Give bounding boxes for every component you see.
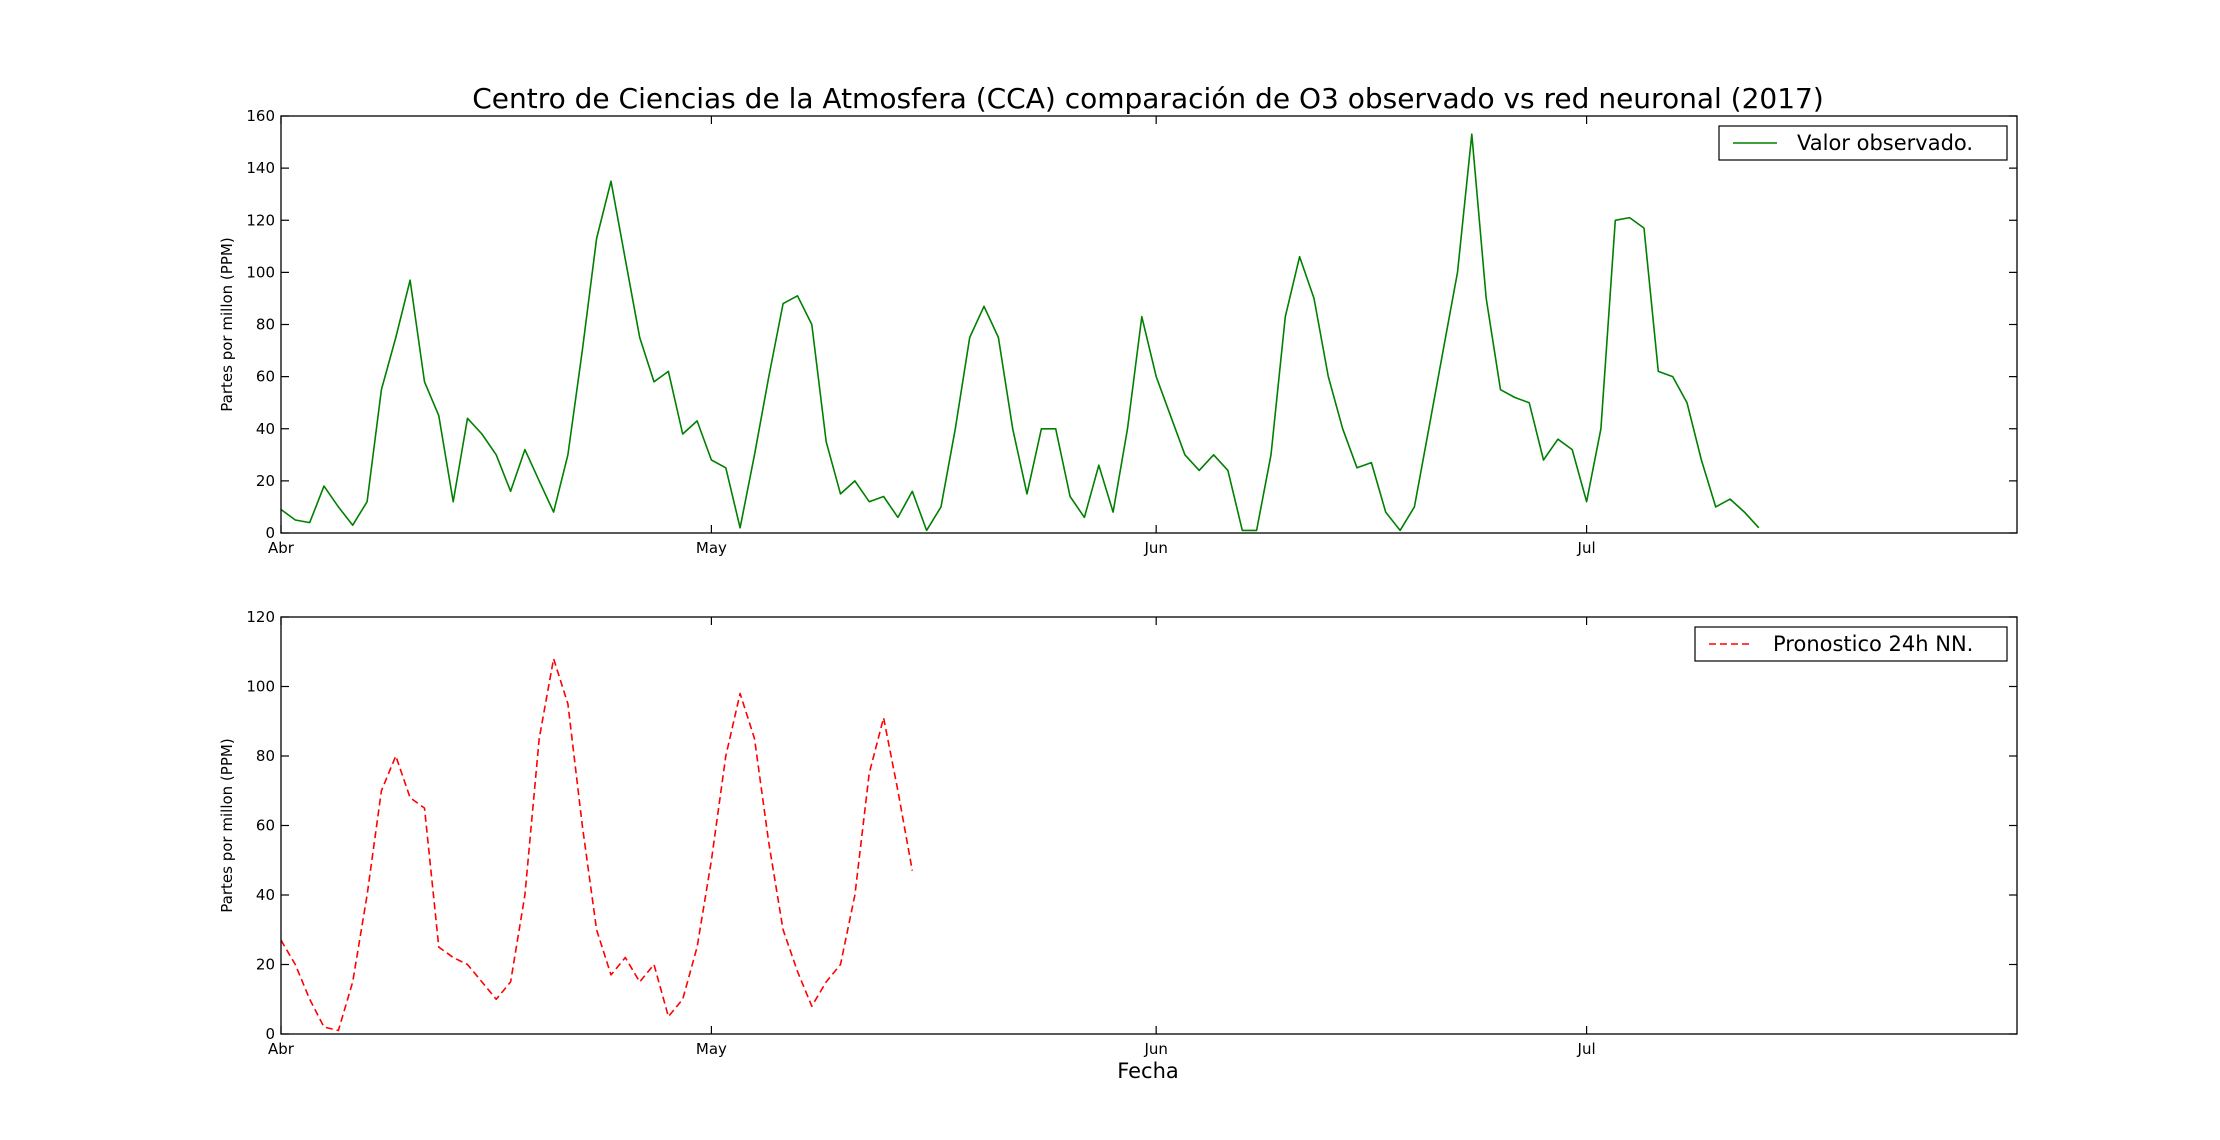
series-line-1-1 <box>280 133 1760 532</box>
panel-2: 0 20 40 60 80 100 120 Abr May Jun Jul Partes por mi… <box>218 608 2018 1058</box>
y-tick-label: 60 <box>256 368 275 386</box>
y-tick-label: 40 <box>256 886 275 904</box>
legend-1: Valor observado. <box>1718 125 2008 161</box>
y-tick-label: 80 <box>256 747 275 765</box>
plot-frame-2 <box>280 616 2018 1035</box>
y-tick-label: 100 <box>246 678 275 696</box>
y-tick-label: 40 <box>256 420 275 438</box>
series-line-2-1 <box>280 657 914 1032</box>
legend-2: Pronostico 24h NN. <box>1694 626 2008 662</box>
y-tick-label: 120 <box>246 211 275 229</box>
plot-frame-1 <box>280 115 2018 534</box>
y-tick-label: 160 <box>246 107 275 125</box>
y-tick-label: 60 <box>256 817 275 835</box>
y-tick-label: 140 <box>246 159 275 177</box>
legend-label: Valor observado. <box>1797 131 1973 155</box>
y-tick-label: 80 <box>256 316 275 334</box>
x-tick-label: Jul <box>1577 1040 1596 1058</box>
x-axis-label: Fecha <box>1117 1059 1179 1083</box>
y-tick-label: 20 <box>256 956 275 974</box>
legend-label: Pronostico 24h NN. <box>1773 632 1973 656</box>
x-tick-label: May <box>696 1040 727 1058</box>
x-tick-label: Abr <box>268 1040 295 1058</box>
x-tick-label: Jun <box>1143 539 1167 557</box>
panel-1: 0 20 40 60 80 100 120 140 160 Abr May Jun Jul Partes … <box>218 107 2018 557</box>
x-tick-label: May <box>696 539 727 557</box>
y-axis-label: Partes por millon (PPM) <box>218 237 236 411</box>
y-tick-label: 20 <box>256 472 275 490</box>
x-tick-label: Jul <box>1577 539 1596 557</box>
x-tick-label: Abr <box>268 539 295 557</box>
y-axis-label: Partes por millon (PPM) <box>218 738 236 912</box>
y-tick-label: 0 <box>265 524 275 542</box>
y-tick-label: 120 <box>246 608 275 626</box>
x-tick-label: Jun <box>1143 1040 1167 1058</box>
y-tick-label: 100 <box>246 263 275 281</box>
chart-title: Centro de Ciencias de la Atmosfera (CCA)… <box>472 82 1824 115</box>
y-tick-label: 0 <box>265 1025 275 1043</box>
